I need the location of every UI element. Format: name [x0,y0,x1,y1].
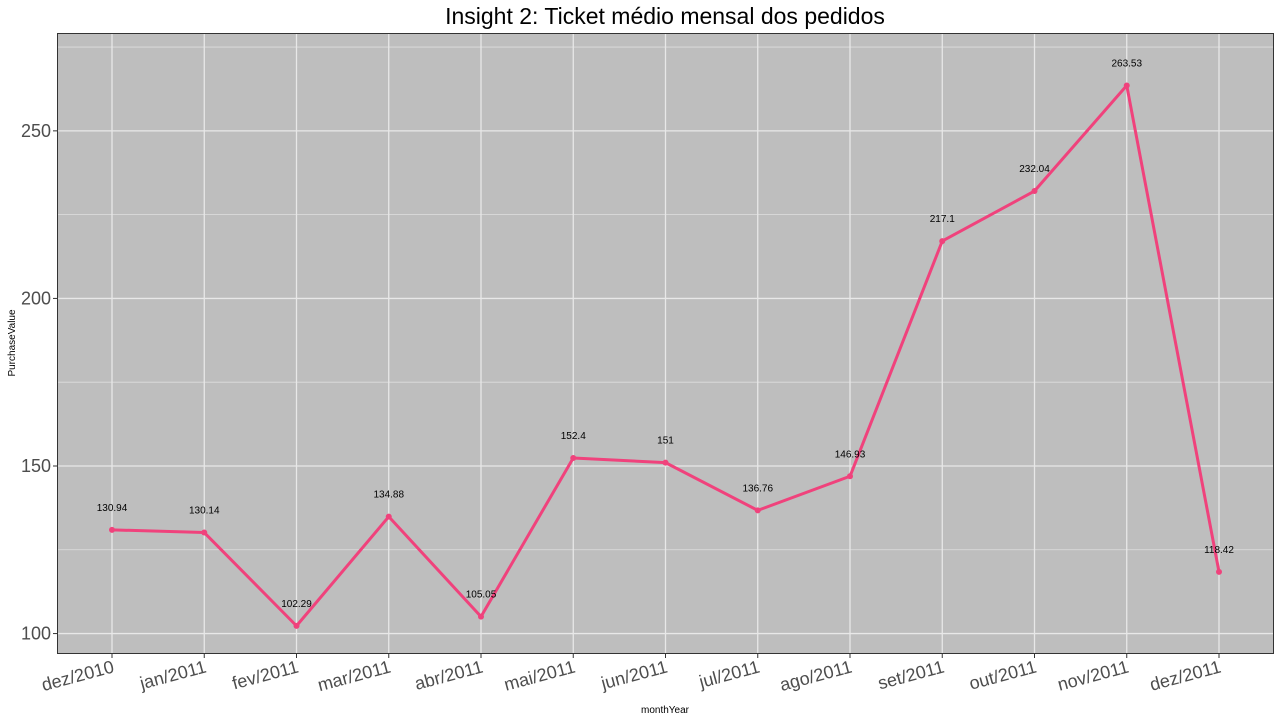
x-tick-label: dez/2011 [1148,657,1223,695]
x-tick-label: nov/2011 [1055,657,1130,695]
x-tick-label: mar/2011 [315,657,392,696]
data-label: 151 [657,436,674,447]
data-label: 102.29 [281,599,312,610]
series-layer [109,82,1222,629]
data-point [1123,82,1130,89]
x-tick-label: jun/2011 [598,657,670,694]
data-label: 217.1 [930,214,955,225]
data-point [201,529,208,536]
x-tick-label: abr/2011 [413,657,486,694]
data-point [847,473,853,480]
data-point [754,507,761,514]
data-point [1031,188,1038,195]
data-point [662,459,669,466]
data-labels: 130.94 130.14 102.29 134.88 105.05 152.4 151 13… [97,59,1235,610]
plot-panel-border [57,33,1274,654]
y-tick-label: 250 [21,121,51,141]
y-axis: 100 150 200 250 [21,121,57,644]
y-axis-title: PurchaseValue [7,309,18,377]
x-tick-label: jul/2011 [696,657,762,693]
major-gridlines [57,33,1274,654]
data-point [293,622,300,629]
data-label: 134.88 [373,490,404,501]
data-point [939,238,946,245]
data-label: 146.93 [835,449,866,460]
data-label: 118.42 [1204,545,1234,556]
data-label: 152.4 [561,431,586,442]
y-tick-label: 150 [21,456,51,476]
x-tick-label: dez/2010 [39,657,116,695]
data-label: 136.76 [742,483,773,494]
data-point [570,454,577,461]
x-tick-label: fev/2011 [230,657,301,694]
data-label: 130.94 [97,503,128,514]
x-tick-label: out/2011 [967,657,1039,694]
data-point [1216,568,1222,575]
x-tick-label: mai/2011 [502,657,577,695]
data-point [385,513,392,520]
chart-title: Insight 2: Ticket médio mensal dos pedid… [445,3,885,29]
x-tick-label: set/2011 [876,657,947,694]
data-point [109,526,115,533]
y-tick-label: 100 [21,624,51,644]
x-axis-title: monthYear [641,705,690,716]
x-tick-label: jan/2011 [137,657,209,694]
data-label: 263.53 [1111,59,1142,70]
x-axis: dez/2010 jan/2011 fev/2011 mar/2011 abr/2011… [39,654,1223,695]
data-label: 232.04 [1019,164,1050,175]
x-tick-label: ago/2011 [778,657,854,695]
data-label: 105.05 [466,590,497,601]
y-tick-label: 200 [21,288,51,308]
data-point [478,613,484,620]
data-label: 130.14 [189,506,220,517]
